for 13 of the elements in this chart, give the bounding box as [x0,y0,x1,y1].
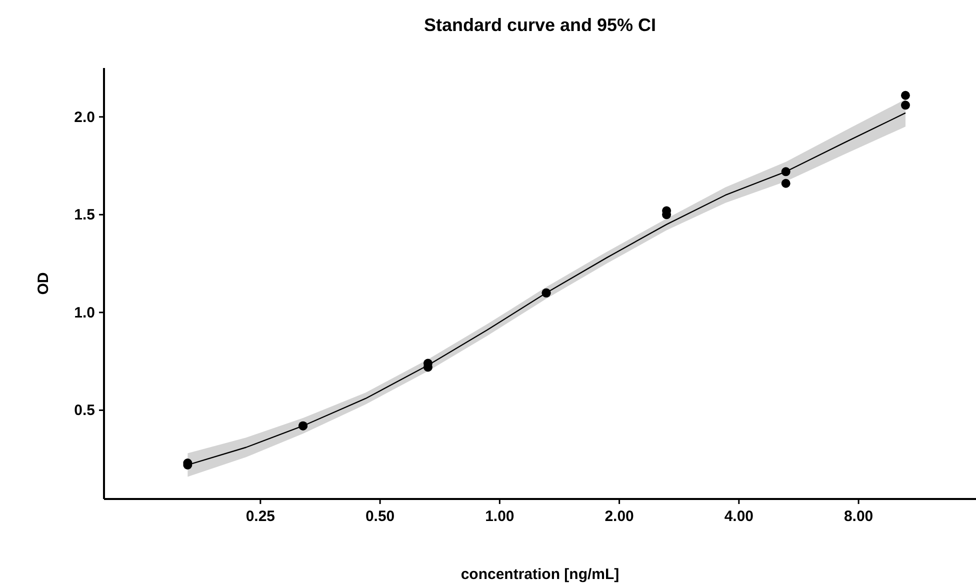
y-tick-label: 1.5 [74,206,95,224]
x-axis-title: concentration [ng/mL] [460,566,620,583]
x-tick-label: 1.00 [485,508,514,525]
x-tick-label: 0.25 [246,508,276,525]
x-tick-label: 4.00 [724,508,754,525]
x-tick-label: 8.00 [844,508,874,525]
y-axis-title: OD [35,272,52,295]
x-tick-label: 2.00 [604,508,634,525]
x-tick-label: 0.50 [365,508,395,525]
chart-title: Standard curve and 95% CI [424,15,656,35]
y-tick-label: 1.0 [74,304,95,322]
y-tick-label: 0.5 [74,402,95,420]
y-tick-label: 2.0 [74,108,95,126]
